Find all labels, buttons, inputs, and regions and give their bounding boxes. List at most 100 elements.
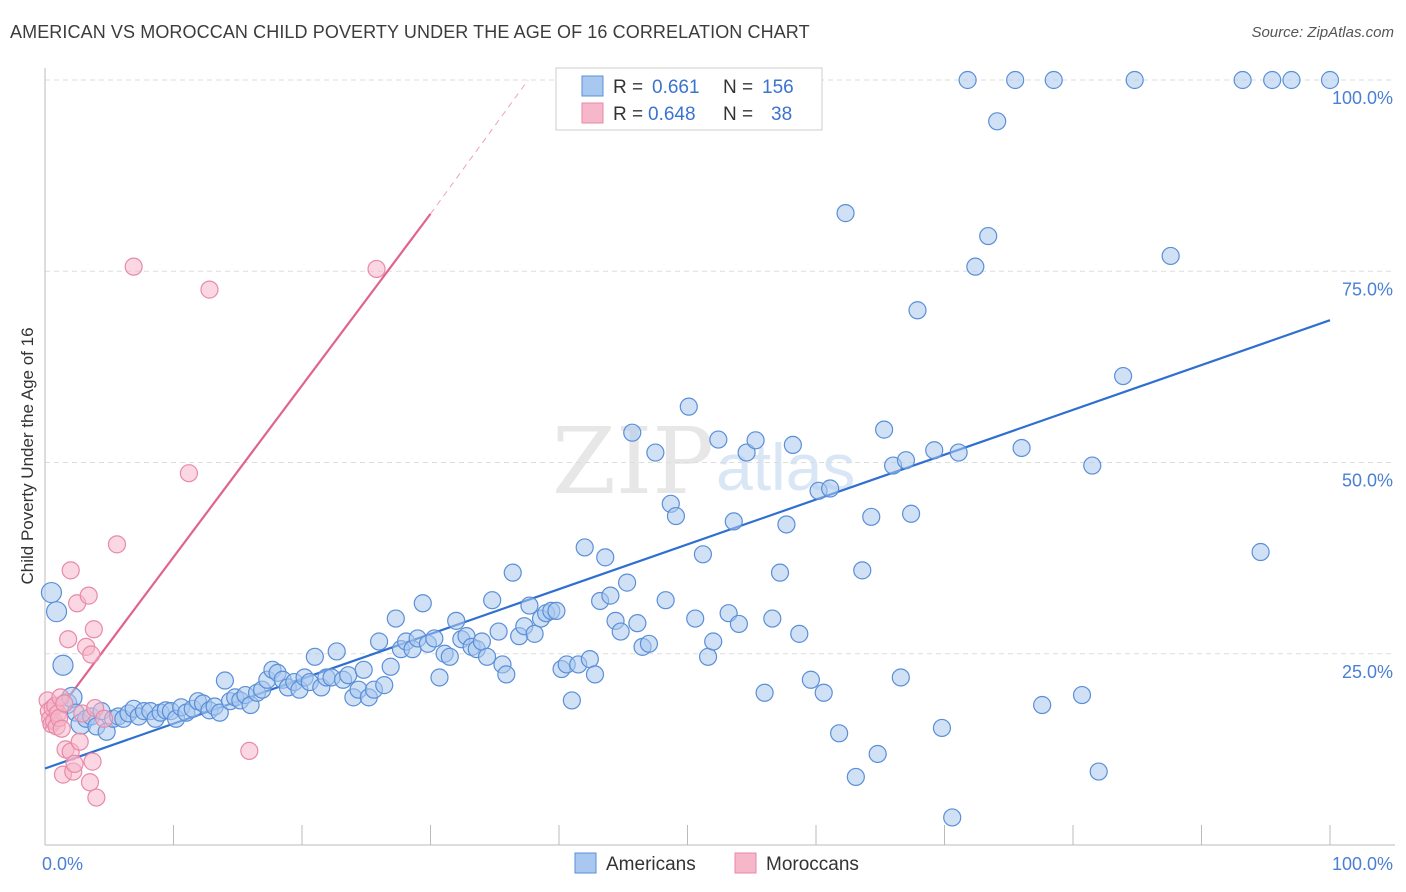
american-point: [596, 548, 615, 567]
american-point: [354, 660, 373, 679]
moroccan-point: [79, 586, 98, 605]
moroccan-point: [82, 645, 101, 664]
moroccan-point: [200, 280, 219, 299]
americans-r-label: R =: [613, 77, 643, 98]
moroccan-point: [179, 464, 199, 483]
legend-americans-swatch: [574, 852, 597, 874]
american-point: [1044, 70, 1063, 90]
american-point: [979, 226, 998, 246]
american-point: [1251, 542, 1270, 562]
american-point: [908, 301, 927, 320]
american-point: [698, 647, 718, 666]
american-point: [801, 670, 820, 689]
moroccan-point: [59, 630, 78, 649]
american-point: [370, 632, 389, 651]
moroccan-point: [240, 741, 259, 761]
american-point: [709, 430, 728, 449]
american-point: [430, 668, 449, 687]
data-points: [38, 70, 1340, 827]
american-point: [425, 629, 444, 648]
american-point: [901, 504, 921, 523]
american-point: [525, 624, 544, 643]
american-point: [724, 512, 743, 531]
american-point: [693, 545, 713, 564]
american-point: [896, 451, 916, 470]
moroccan-point: [55, 694, 74, 713]
y-tick-label: 50.0%: [1342, 471, 1393, 491]
american-point: [1033, 695, 1052, 715]
american-point: [1006, 70, 1025, 90]
american-point: [386, 609, 405, 628]
americans-n-value: 156: [762, 77, 794, 98]
moroccans-r-value: 0.648: [648, 104, 696, 125]
american-point: [1089, 762, 1108, 781]
american-point: [520, 596, 539, 615]
american-point: [472, 632, 491, 651]
american-point: [447, 611, 466, 630]
american-point: [413, 594, 432, 613]
american-point: [477, 647, 497, 666]
american-point: [628, 614, 647, 633]
moroccan-point: [70, 732, 89, 751]
american-point: [381, 657, 400, 676]
american-point: [679, 397, 698, 416]
american-point: [1012, 438, 1031, 458]
american-point: [836, 204, 855, 223]
x-tick-label: 100.0%: [1332, 854, 1393, 874]
american-point: [704, 632, 723, 651]
american-point: [729, 614, 749, 634]
moroccan-point: [61, 561, 80, 580]
american-point: [1072, 685, 1092, 705]
americans-r-value: 0.661: [652, 77, 700, 98]
american-point: [547, 601, 566, 621]
american-point: [639, 634, 659, 653]
american-point: [846, 767, 865, 787]
legend-moroccans-label: Moroccans: [766, 854, 859, 875]
american-point: [585, 665, 605, 684]
american-point: [646, 443, 665, 462]
american-point: [777, 515, 796, 534]
american-point: [958, 70, 977, 90]
american-point: [862, 507, 881, 526]
gridlines: [45, 79, 1395, 655]
american-point: [1083, 456, 1102, 475]
american-point: [656, 591, 675, 610]
moroccan-point: [87, 788, 106, 807]
american-point: [497, 665, 516, 684]
moroccans-r-label: R =: [613, 104, 643, 125]
american-point: [790, 624, 809, 643]
american-point: [215, 671, 234, 690]
american-point: [1282, 70, 1301, 90]
american-point: [503, 563, 522, 582]
american-point: [45, 601, 68, 623]
american-point: [618, 573, 637, 592]
legend-moroccans-swatch: [734, 852, 757, 874]
moroccans-n-label: N =: [723, 104, 753, 125]
moroccan-point: [95, 709, 114, 728]
moroccans-n-value: 38: [771, 104, 792, 125]
y-tick-label: 25.0%: [1342, 662, 1393, 682]
american-point: [943, 808, 962, 827]
american-point: [746, 431, 765, 450]
moroccans-trend-extension: [430, 79, 529, 215]
x-tick-label: 0.0%: [42, 854, 83, 874]
chart-title: AMERICAN VS MOROCCAN CHILD POVERTY UNDER…: [10, 22, 810, 42]
moroccan-point: [124, 257, 143, 276]
american-point: [40, 581, 63, 604]
american-point: [483, 591, 502, 610]
american-point: [489, 622, 508, 641]
american-point: [1263, 70, 1282, 90]
bottom-legend: Americans Moroccans: [574, 852, 859, 875]
american-point: [666, 506, 686, 526]
y-tick-label: 75.0%: [1342, 279, 1393, 299]
moroccan-point: [367, 259, 386, 279]
american-point: [763, 609, 782, 628]
moroccans-trend-line: [44, 213, 432, 730]
american-point: [440, 647, 459, 666]
american-point: [1161, 246, 1180, 266]
tick-labels: 25.0% 50.0% 75.0% 100.0% 0.0% 100.0%: [42, 88, 1393, 874]
american-point: [52, 654, 74, 676]
american-point: [949, 443, 968, 462]
american-point: [821, 479, 840, 498]
